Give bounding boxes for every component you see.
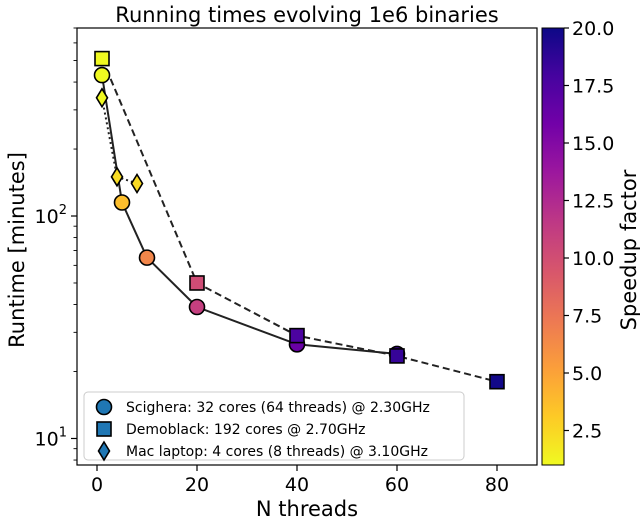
colorbar bbox=[541, 27, 565, 466]
colorbar-tick-label: 7.5 bbox=[572, 306, 602, 328]
legend-marker-0 bbox=[95, 398, 113, 416]
series-2-point bbox=[110, 166, 124, 188]
legend-entry-1: Demoblack: 192 cores @ 2.70GHz bbox=[126, 422, 366, 438]
series-1-point bbox=[389, 348, 405, 364]
chart-title: Running times evolving 1e6 binaries bbox=[115, 3, 498, 27]
colorbar-tick-label: 2.5 bbox=[572, 421, 602, 443]
series-2-point bbox=[95, 87, 109, 109]
legend-marker-1 bbox=[96, 421, 112, 437]
y-tick-label: 101 bbox=[35, 425, 67, 450]
series-1-point bbox=[489, 373, 505, 390]
legend: Scighera: 32 cores (64 threads) @ 2.30GH… bbox=[83, 391, 465, 462]
x-tick-label: 20 bbox=[185, 474, 209, 496]
plot-frame bbox=[76, 27, 538, 466]
x-tick-label: 60 bbox=[385, 474, 409, 496]
y-axis-label: Runtime [minutes] bbox=[5, 152, 29, 348]
series-0-point bbox=[113, 194, 131, 211]
x-tick-label: 80 bbox=[485, 474, 509, 496]
colorbar-label: Speedup factor bbox=[617, 169, 640, 330]
series-2-point bbox=[130, 172, 144, 195]
series-1-point bbox=[189, 275, 205, 291]
colorbar-tick-label: 20.0 bbox=[572, 18, 614, 40]
series-0-point bbox=[188, 298, 206, 316]
series-0-line bbox=[101, 74, 398, 355]
y-axis-ticks: 101 102 bbox=[35, 27, 77, 461]
y-tick-label: 102 bbox=[35, 203, 67, 228]
series-markers bbox=[93, 50, 505, 390]
series-0-point bbox=[93, 66, 111, 84]
legend-box bbox=[83, 391, 465, 461]
series-0-point bbox=[138, 249, 156, 266]
x-tick-label: 0 bbox=[91, 474, 103, 496]
legend-entry-0: Scighera: 32 cores (64 threads) @ 2.30GH… bbox=[126, 400, 430, 416]
colorbar-tick-label: 10.0 bbox=[572, 248, 614, 270]
colorbar-tick-label: 5.0 bbox=[572, 363, 602, 385]
series-1-point bbox=[289, 327, 305, 344]
legend-entry-2: Mac laptop: 4 cores (8 threads) @ 3.10GH… bbox=[126, 444, 428, 460]
colorbar-tick-label: 17.5 bbox=[572, 76, 614, 98]
x-axis-label: N threads bbox=[256, 497, 358, 521]
legend-marker-2 bbox=[97, 440, 111, 462]
colorbar-tick-label: 12.5 bbox=[572, 191, 614, 213]
colorbar-tick-label: 15.0 bbox=[572, 133, 614, 155]
series-1-point bbox=[94, 50, 110, 67]
colorbar-ticks: 2.5 5.0 7.5 10.0 12.5 15.0 17.5 20.0 bbox=[564, 18, 614, 443]
x-tick-label: 40 bbox=[285, 474, 309, 496]
x-axis-ticks: 0 20 40 60 80 bbox=[91, 465, 509, 496]
